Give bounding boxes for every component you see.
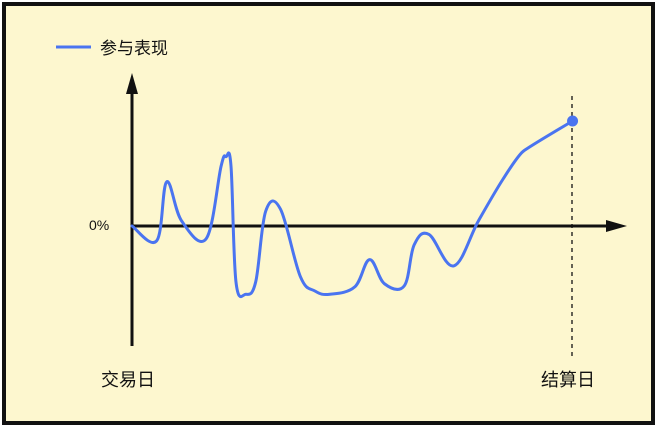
trade-date-label: 交易日 (101, 370, 155, 390)
legend-label: 参与表现 (100, 39, 168, 58)
settlement-point (567, 115, 579, 127)
participation-performance-line (130, 119, 575, 299)
settlement-date-label: 结算日 (541, 370, 595, 390)
y-axis-arrow (126, 73, 138, 94)
x-axis-arrow (606, 220, 627, 232)
zero-percent-label: 0% (89, 217, 109, 233)
